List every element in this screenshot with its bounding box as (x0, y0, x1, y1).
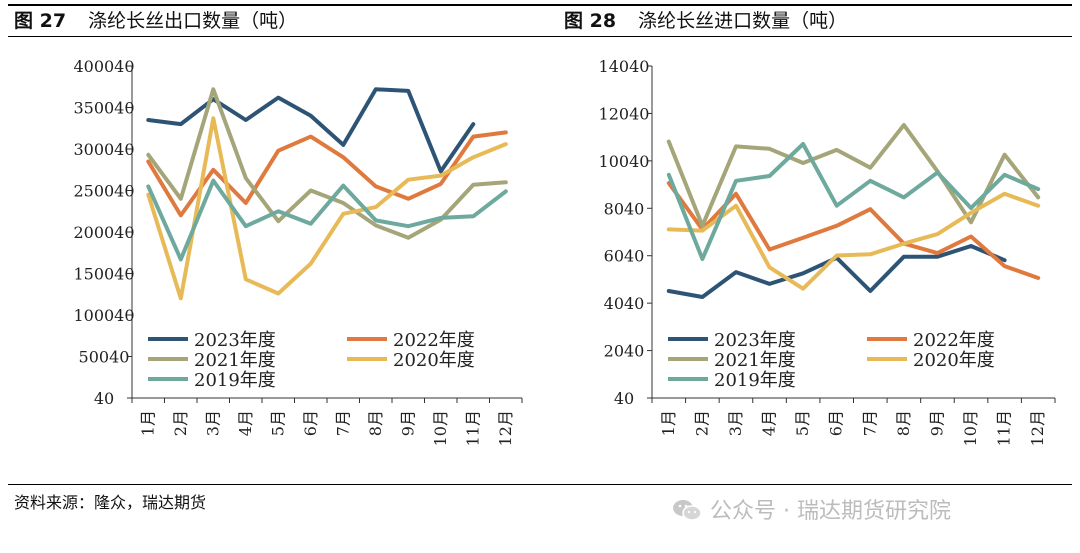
y-tick-label: 14040 (599, 57, 650, 76)
y-tick-label: 2040 (604, 342, 645, 361)
y-tick-label: 12040 (599, 104, 650, 123)
x-tick-label: 12月 (1028, 410, 1047, 446)
x-tick-label: 4月 (236, 410, 255, 436)
x-tick-label: 1月 (659, 410, 678, 436)
legend-label: 2021年度 (714, 350, 796, 371)
y-tick-label: 8040 (604, 199, 645, 218)
footer-rule (8, 484, 1072, 485)
x-tick-label: 10月 (431, 410, 450, 446)
figure-27-title: 图 27 涤纶长丝出口数量（吨） (14, 6, 297, 33)
x-tick-label: 1月 (138, 410, 157, 436)
y-tick-label: 200040 (73, 223, 134, 242)
import-chart: 40 2040 4040 6040 8040 10040 12040 14040 1月 2月 3月 4… (599, 57, 1056, 446)
x-tick-label: 5月 (268, 410, 287, 436)
y-tick-label: 350040 (73, 99, 134, 118)
legend-label: 2020年度 (913, 350, 995, 371)
x-tick-label: 3月 (726, 410, 745, 436)
x-tick-label: 12月 (496, 410, 515, 446)
legend-label: 2020年度 (393, 350, 475, 371)
legend-label: 2023年度 (714, 330, 796, 351)
legend-label: 2022年度 (393, 330, 475, 351)
figure-28-title: 图 28 涤纶长丝进口数量（吨） (564, 6, 847, 33)
figure-27-caption: 涤纶长丝出口数量（吨） (88, 10, 298, 32)
figure-28-caption: 涤纶长丝进口数量（吨） (638, 10, 848, 32)
y-tick-label: 40 (614, 389, 634, 408)
legend-label: 2021年度 (194, 350, 276, 371)
y-tick-label: 150040 (73, 265, 134, 284)
x-tick-label: 10月 (961, 410, 980, 446)
y-tick-label: 6040 (604, 247, 645, 266)
y-tick-label: 250040 (73, 182, 134, 201)
figure-27-label: 图 27 (14, 10, 67, 32)
wechat-icon (672, 498, 702, 522)
x-tick-label: 11月 (463, 410, 482, 446)
y-tick-label: 50040 (79, 348, 130, 367)
x-tick-label: 5月 (793, 410, 812, 436)
x-tick-label: 9月 (927, 410, 946, 436)
export-chart: 40 50040 100040 150040 200040 250040 300040 350… (73, 57, 523, 446)
y-tick-label: 40 (94, 389, 114, 408)
legend-label: 2023年度 (194, 330, 276, 351)
legend-label: 2019年度 (714, 370, 796, 391)
y-tick-label: 400040 (73, 57, 134, 76)
series-line-5 (666, 142, 1041, 261)
figure-28-label: 图 28 (564, 10, 617, 32)
y-tick-label: 10040 (599, 152, 650, 171)
x-tick-label: 9月 (398, 410, 417, 436)
header-rule (8, 36, 1072, 37)
x-tick-label: 2月 (171, 410, 190, 436)
legend-label: 2022年度 (913, 330, 995, 351)
y-tick-label: 300040 (73, 140, 134, 159)
x-tick-label: 6月 (301, 410, 320, 436)
top-rule (8, 4, 1072, 6)
x-tick-label: 3月 (203, 410, 222, 436)
x-tick-label: 8月 (366, 410, 385, 436)
x-tick-label: 6月 (827, 410, 846, 436)
series-line-4 (146, 116, 508, 301)
series-line-2 (146, 130, 508, 218)
series-line-3 (146, 87, 508, 240)
source-note: 资料来源：隆众，瑞达期货 (14, 493, 207, 512)
y-tick-label: 100040 (73, 306, 134, 325)
legend-label: 2019年度 (194, 370, 276, 391)
x-tick-label: 4月 (760, 410, 779, 436)
series-line-1 (146, 87, 476, 174)
watermark: 公众号 · 瑞达期货研究院 (672, 493, 951, 525)
y-tick-label: 4040 (604, 294, 645, 313)
x-tick-label: 8月 (894, 410, 913, 436)
x-tick-label: 2月 (692, 410, 711, 436)
x-tick-label: 7月 (333, 410, 352, 436)
series-line-4 (666, 191, 1041, 291)
series-line-5 (146, 178, 508, 262)
series-line-2 (666, 181, 1041, 280)
watermark-text: 公众号 · 瑞达期货研究院 (710, 499, 951, 524)
x-tick-label: 11月 (995, 410, 1014, 446)
x-tick-label: 7月 (860, 410, 879, 436)
